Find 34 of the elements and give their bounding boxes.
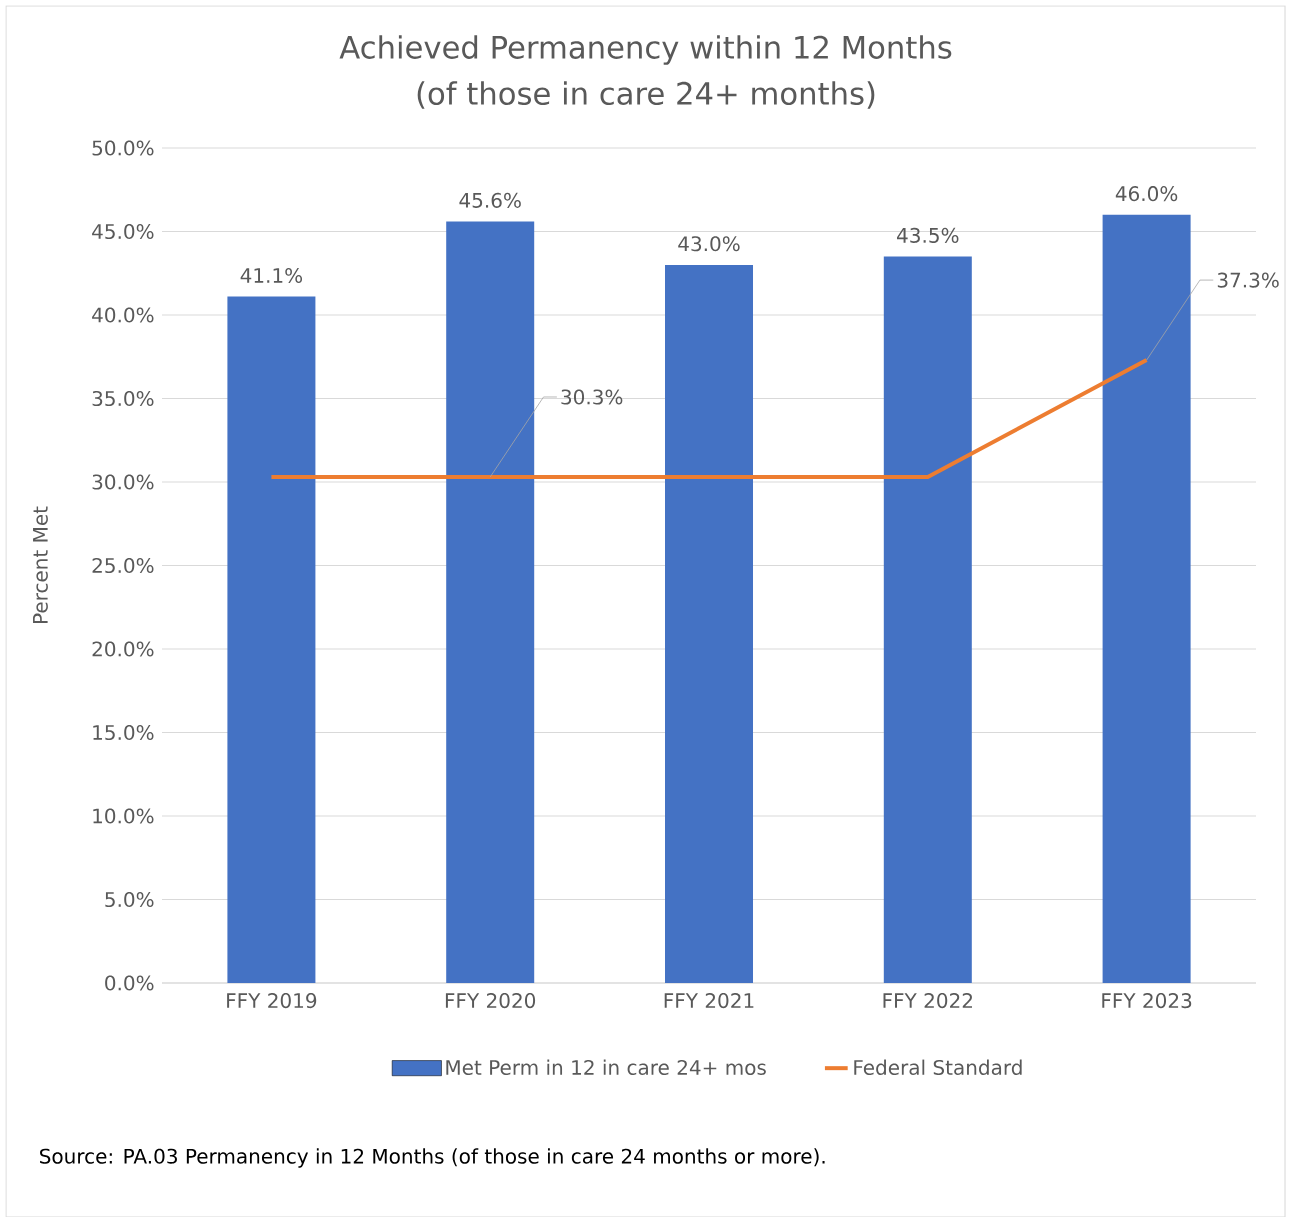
source-note: Source: PA.03 Permanency in 12 Months (of those in care 24 months or more). (40, 1148, 825, 1168)
y-tick-label: 5.0% (105, 891, 154, 908)
data-label: 41.1% (240, 267, 303, 284)
y-tick-label: 20.0% (92, 641, 154, 657)
data-label: 43.5% (897, 227, 959, 243)
y-tick-label: 10.0% (93, 808, 154, 824)
x-tick-label: FFY 2022 (883, 993, 973, 1009)
data-label: 46.0% (1115, 186, 1178, 202)
chart-title: Achieved Permanency within 12 Months (339, 35, 952, 65)
legend-label: Federal Standard (854, 1059, 1022, 1076)
x-tick-label: FFY 2023 (1102, 993, 1192, 1009)
x-tick-label: FFY 2020 (445, 993, 536, 1009)
y-tick-label: 35.0% (92, 390, 154, 407)
data-label: 43.0% (678, 236, 740, 252)
bar (665, 264, 753, 983)
y-tick-label: 30.0% (92, 474, 154, 490)
y-tick-label: 25.0% (92, 557, 154, 574)
y-tick-label: 40.0% (92, 307, 154, 323)
y-axis-title: Percent Met (33, 506, 48, 624)
y-tick-label: 15.0% (93, 724, 154, 741)
data-label: 45.6% (459, 192, 521, 208)
y-tick-label: 45.0% (92, 223, 154, 240)
chart-subtitle: (of those in care 24+ months) (417, 81, 875, 109)
y-tick-label: 50.0% (92, 140, 154, 156)
data-label: 37.3% (1217, 272, 1279, 288)
legend-label: Met Perm in 12 in care 24+ mos (446, 1059, 766, 1076)
bar (227, 296, 316, 983)
bar (1102, 214, 1191, 983)
x-tick-label: FFY 2021 (664, 993, 754, 1009)
y-tick-label: 0.0% (105, 975, 154, 991)
data-label: 30.3% (561, 389, 623, 405)
bar (446, 221, 535, 983)
bar (883, 256, 972, 983)
x-tick-label: FFY 2019 (227, 993, 317, 1009)
